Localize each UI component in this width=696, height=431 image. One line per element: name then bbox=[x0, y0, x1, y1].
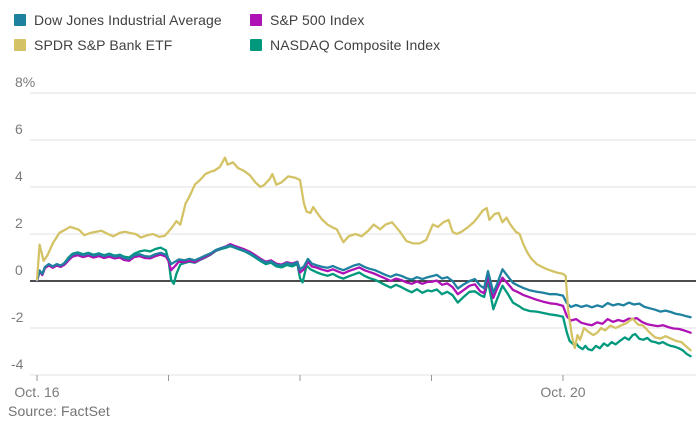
spdr-bank-etf-swatch-icon bbox=[14, 39, 26, 51]
nasdaq-swatch-icon bbox=[250, 39, 262, 51]
dow-jones-swatch-icon bbox=[14, 14, 26, 26]
series-line-dow-jones-industrial-average bbox=[35, 244, 692, 319]
legend-label-sp500: S&P 500 Index bbox=[270, 12, 365, 28]
legend: Dow Jones Industrial Average S&P 500 Ind… bbox=[14, 12, 440, 53]
series-line-spdr-s-p-bank-etf bbox=[35, 156, 692, 352]
x-axis-ticks bbox=[36, 375, 564, 381]
legend-item-spdr-bank-etf: SPDR S&P Bank ETF bbox=[14, 37, 250, 53]
legend-item-nasdaq: NASDAQ Composite Index bbox=[250, 37, 440, 53]
legend-label-spdr-bank-etf: SPDR S&P Bank ETF bbox=[34, 37, 173, 53]
y-axis-label: 6 bbox=[15, 121, 23, 137]
x-axis-label: Oct. 16 bbox=[14, 384, 59, 400]
legend-label-nasdaq: NASDAQ Composite Index bbox=[270, 37, 441, 53]
sp500-swatch-icon bbox=[250, 14, 262, 26]
gridlines bbox=[30, 92, 696, 376]
y-axis-label: -4 bbox=[11, 356, 24, 372]
y-axis-label: 8% bbox=[15, 74, 35, 90]
legend-label-dow-jones: Dow Jones Industrial Average bbox=[34, 12, 222, 28]
series-lines bbox=[35, 156, 692, 358]
legend-item-sp500: S&P 500 Index bbox=[250, 12, 440, 28]
y-axis-label: -2 bbox=[11, 309, 24, 325]
y-axis-label: 4 bbox=[15, 168, 23, 184]
series-line-s-p-500-index bbox=[35, 242, 692, 334]
source-attribution: Source: FactSet bbox=[8, 403, 110, 419]
axis-labels: 8% 6 4 2 0 -2 -4 Oct. 16 Oct. 20 bbox=[11, 74, 586, 400]
legend-item-dow-jones: Dow Jones Industrial Average bbox=[14, 12, 250, 28]
y-axis-label: 0 bbox=[15, 262, 23, 278]
series-line-nasdaq-composite-index bbox=[35, 245, 692, 358]
x-axis-label: Oct. 20 bbox=[540, 384, 585, 400]
y-axis-label: 2 bbox=[15, 215, 23, 231]
